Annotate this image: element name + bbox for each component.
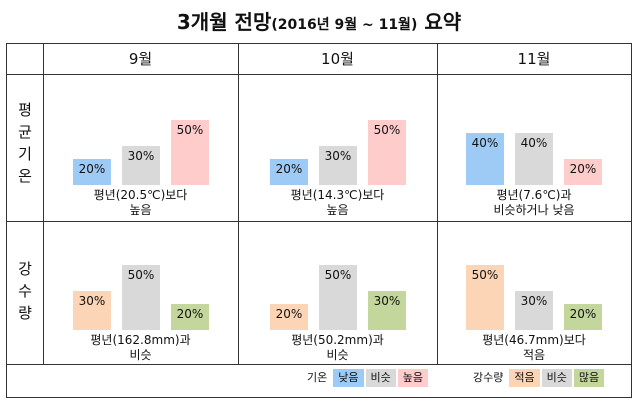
- precipitation-caption: 평년(162.8mm)과 비슷: [43, 333, 238, 363]
- legend-temp-label: 기온: [307, 371, 328, 384]
- legend-precip-less: 적음: [509, 369, 540, 387]
- caption-line: 비슷: [129, 348, 152, 362]
- bar-value-label: 30%: [78, 294, 106, 308]
- caption-line: 평년(50.2mm)과: [291, 333, 384, 347]
- divider: [238, 44, 239, 364]
- bar-value-label: 20%: [569, 162, 597, 176]
- caption-line: 평년(7.6℃)과: [496, 188, 572, 202]
- legend-temperature: 기온 낮음 비슷 높음: [307, 369, 428, 387]
- row-label-char: 균: [18, 123, 32, 141]
- legend-temp-low: 낮음: [333, 369, 364, 387]
- bar-value-label: 20%: [275, 162, 303, 176]
- forecast-table: 9월 10월 11월 평 균 기 온 강 수 량 기온 낮음 비슷 높음 강수량 적음 비…: [6, 43, 632, 398]
- bar-value-label: 30%: [127, 149, 155, 163]
- legend-precipitation: 강수량 적음 비슷 많음: [473, 369, 605, 387]
- caption-line: 평년(20.5℃)보다: [93, 188, 188, 202]
- precipitation-caption: 평년(50.2mm)과 비슷: [238, 333, 437, 363]
- row-label-char: 평: [18, 101, 32, 119]
- legend-precip-label: 강수량: [473, 371, 504, 384]
- caption-line: 평년(46.7mm)보다: [482, 333, 586, 347]
- divider: [437, 44, 438, 364]
- temperature-bar-low: 20%: [73, 159, 111, 185]
- temperature-bar-high: 50%: [171, 120, 209, 185]
- bar-value-label: 50%: [373, 123, 401, 137]
- bar-value-label: 30%: [324, 149, 352, 163]
- month-header-nov: 11월: [517, 50, 551, 68]
- row-label-char: 량: [18, 304, 32, 322]
- divider: [7, 364, 631, 365]
- caption-line: 비슷: [326, 348, 349, 362]
- divider: [7, 74, 631, 75]
- divider: [7, 221, 631, 222]
- caption-line: 높음: [326, 203, 349, 217]
- legend-temp-normal: 비슷: [365, 369, 396, 387]
- precipitation-bar-normal: 50%: [122, 265, 160, 330]
- precipitation-bar-less: 50%: [466, 265, 504, 330]
- divider: [43, 44, 44, 364]
- precipitation-bar-normal: 30%: [515, 291, 553, 330]
- temperature-caption: 평년(7.6℃)과 비슷하거나 낮음: [437, 188, 631, 218]
- month-header-oct: 10월: [321, 50, 354, 68]
- precipitation-bar-more: 20%: [564, 304, 602, 330]
- bar-value-label: 30%: [520, 294, 548, 308]
- precipitation-bar-normal: 50%: [319, 265, 357, 330]
- legend-precip-avg: 비슷: [541, 369, 572, 387]
- bar-value-label: 50%: [324, 268, 352, 282]
- row-label-char: 기: [18, 145, 32, 163]
- caption-line: 평년(162.8mm)과: [90, 333, 191, 347]
- caption-line: 평년(14.3℃)보다: [290, 188, 385, 202]
- page-title: 3개월 전망(2016년 9월 ~ 11월) 요약: [0, 6, 638, 35]
- legend-precip-more: 많음: [573, 369, 605, 387]
- temperature-bar-high: 50%: [368, 120, 406, 185]
- row-label-char: 강: [18, 260, 32, 278]
- bar-value-label: 50%: [127, 268, 155, 282]
- month-header-sep: 9월: [128, 50, 153, 68]
- bar-value-label: 20%: [176, 307, 204, 321]
- title-main: 3개월 전망: [176, 10, 272, 34]
- temperature-caption: 평년(14.3℃)보다 높음: [238, 188, 437, 218]
- precipitation-caption: 평년(46.7mm)보다 적음: [437, 333, 631, 363]
- temperature-bar-normal: 40%: [515, 133, 553, 185]
- temperature-bar-low: 40%: [466, 133, 504, 185]
- temperature-bar-normal: 30%: [319, 146, 357, 185]
- legend-temp-high: 높음: [397, 369, 428, 387]
- row-label-precipitation: 강 수 량: [7, 258, 43, 324]
- precipitation-bar-more: 20%: [171, 304, 209, 330]
- temperature-bar-high: 20%: [564, 159, 602, 185]
- title-suffix: 요약: [424, 10, 462, 34]
- bar-value-label: 20%: [275, 307, 303, 321]
- row-label-temperature: 평 균 기 온: [7, 99, 43, 187]
- caption-line: 높음: [129, 203, 152, 217]
- bar-value-label: 30%: [373, 294, 401, 308]
- caption-line: 적음: [522, 348, 546, 362]
- title-period: (2016년 9월 ~ 11월): [271, 17, 418, 33]
- caption-line: 비슷하거나 낮음: [493, 203, 575, 217]
- precipitation-bar-less: 30%: [73, 291, 111, 330]
- temperature-bar-low: 20%: [270, 159, 308, 185]
- bar-value-label: 40%: [471, 136, 499, 150]
- bar-value-label: 20%: [569, 307, 597, 321]
- temperature-bar-normal: 30%: [122, 146, 160, 185]
- bar-value-label: 40%: [520, 136, 548, 150]
- temperature-caption: 평년(20.5℃)보다 높음: [43, 188, 238, 218]
- row-label-char: 온: [18, 167, 32, 185]
- bar-value-label: 50%: [176, 123, 204, 137]
- bar-value-label: 20%: [78, 162, 106, 176]
- bar-value-label: 50%: [471, 268, 499, 282]
- row-label-char: 수: [18, 282, 32, 300]
- precipitation-bar-less: 20%: [270, 304, 308, 330]
- precipitation-bar-more: 30%: [368, 291, 406, 330]
